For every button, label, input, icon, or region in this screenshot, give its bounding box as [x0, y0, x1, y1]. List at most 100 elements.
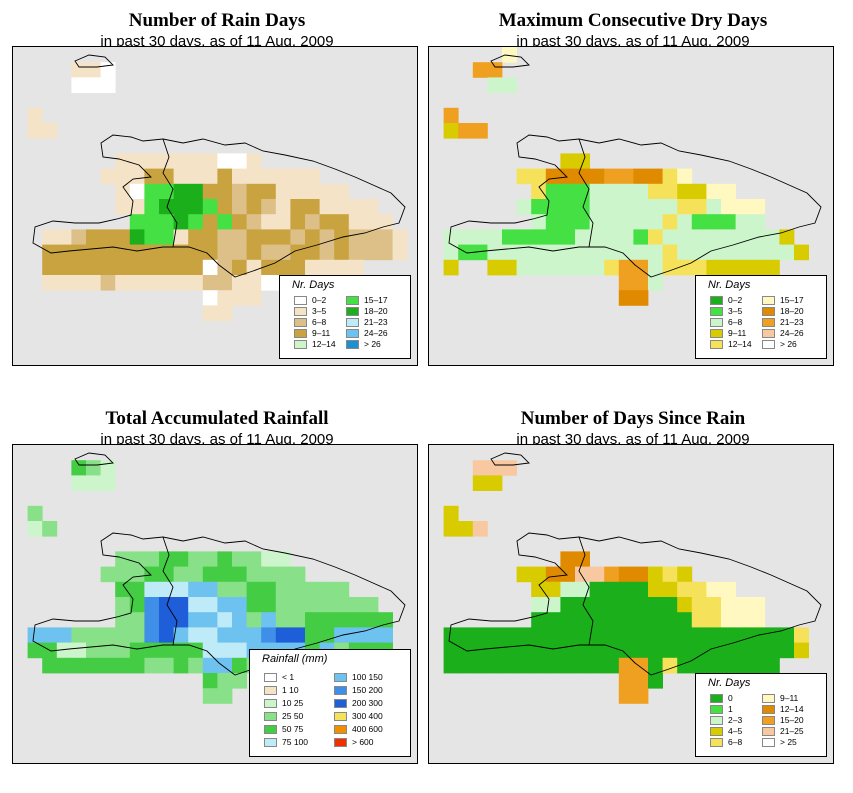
- grid-cell: [159, 657, 174, 674]
- grid-cell: [560, 214, 576, 230]
- grid-cell: [217, 275, 233, 291]
- grid-cell: [71, 627, 87, 643]
- grid-cell: [217, 183, 233, 200]
- grid-cell: [217, 673, 233, 689]
- legend-swatch: [710, 329, 723, 338]
- grid-cell: [604, 183, 620, 200]
- grid-cell: [202, 229, 218, 245]
- grid-cell: [633, 214, 649, 230]
- grid-cell: [706, 612, 722, 628]
- grid-cell: [589, 581, 605, 598]
- grid-cell: [334, 244, 350, 261]
- grid-cell: [144, 642, 160, 659]
- grid-cell: [159, 566, 174, 583]
- grid-cell: [363, 597, 379, 613]
- grid-cell: [334, 612, 350, 628]
- grid-cell: [764, 642, 780, 659]
- grid-cell: [232, 657, 247, 674]
- grid-cell: [202, 566, 218, 583]
- grid-cell: [794, 642, 809, 659]
- grid-cell: [545, 627, 561, 643]
- grid-cell: [560, 597, 576, 613]
- legend-swatch: [710, 340, 723, 349]
- grid-cell: [159, 168, 174, 185]
- legend-label: > 26: [780, 339, 797, 349]
- grid-cell: [71, 244, 87, 261]
- grid-cell: [188, 551, 204, 567]
- grid-cell: [290, 581, 306, 598]
- grid-cell: [144, 597, 160, 613]
- legend-label: > 25: [780, 737, 797, 747]
- grid-cell: [633, 275, 649, 291]
- grid-cell: [662, 214, 678, 230]
- grid-cell: [232, 566, 247, 583]
- grid-cell: [575, 627, 590, 643]
- grid-cell: [691, 214, 707, 230]
- grid-cell: [232, 642, 247, 659]
- grid-cell: [275, 183, 291, 200]
- legend-swatch: [762, 705, 775, 714]
- grid-cell: [71, 275, 87, 291]
- grid-cell: [86, 62, 101, 78]
- grid-cell: [545, 183, 561, 200]
- grid-cell: [443, 259, 459, 276]
- legend-swatch: [762, 318, 775, 327]
- grid-cell: [618, 229, 634, 245]
- grid-cell: [618, 183, 634, 200]
- legend-label: 1 10: [282, 685, 299, 695]
- grid-cell: [71, 460, 87, 476]
- grid-cell: [159, 229, 174, 245]
- grid-cell: [363, 612, 379, 628]
- grid-cell: [604, 229, 620, 245]
- grid-cell: [305, 627, 320, 643]
- grid-cell: [319, 612, 335, 628]
- grid-cell: [232, 581, 247, 598]
- grid-cell: [750, 642, 766, 659]
- grid-cell: [188, 627, 204, 643]
- map-grid: [443, 47, 822, 306]
- grid-cell: [779, 229, 795, 245]
- grid-cell: [662, 183, 678, 200]
- grid-cell: [721, 183, 736, 200]
- grid-cell: [115, 275, 131, 291]
- legend-label: 12–14: [312, 339, 336, 349]
- grid-cell: [750, 259, 766, 276]
- grid-cell: [706, 581, 722, 598]
- grid-cell: [217, 597, 233, 613]
- grid-cell: [188, 657, 204, 674]
- grid-cell: [706, 657, 722, 674]
- grid-cell: [487, 62, 503, 78]
- grid-cell: [721, 214, 736, 230]
- grid-cell: [100, 77, 116, 93]
- legend-swatch: [334, 725, 347, 734]
- coastline: [448, 134, 822, 278]
- grid-cell: [275, 597, 291, 613]
- grid-cell: [232, 183, 247, 200]
- grid-cell: [691, 244, 707, 261]
- grid-cell: [531, 627, 547, 643]
- grid-cell: [604, 244, 620, 261]
- grid-cell: [27, 107, 43, 124]
- legend-title: Rainfall (mm): [262, 653, 328, 665]
- grid-cell: [677, 581, 693, 598]
- grid-cell: [86, 657, 101, 674]
- grid-cell: [604, 597, 620, 613]
- legend-label: 10 25: [282, 698, 304, 708]
- grid-cell: [794, 627, 809, 643]
- grid-cell: [129, 581, 145, 598]
- grid-cell: [173, 199, 189, 215]
- grid-cell: [472, 244, 488, 261]
- legend-label: 15–20: [780, 715, 804, 725]
- grid-cell: [217, 244, 233, 261]
- grid-cell: [648, 183, 663, 200]
- grid-cell: [115, 642, 131, 659]
- grid-cell: [246, 597, 262, 613]
- legend-label: 400 600: [352, 724, 383, 734]
- grid-cell: [261, 199, 277, 215]
- grid-cell: [246, 566, 262, 583]
- grid-cell: [246, 153, 262, 169]
- legend-swatch: [346, 307, 359, 316]
- grid-cell: [232, 275, 247, 291]
- grid-cell: [662, 597, 678, 613]
- legend-swatch: [294, 340, 307, 349]
